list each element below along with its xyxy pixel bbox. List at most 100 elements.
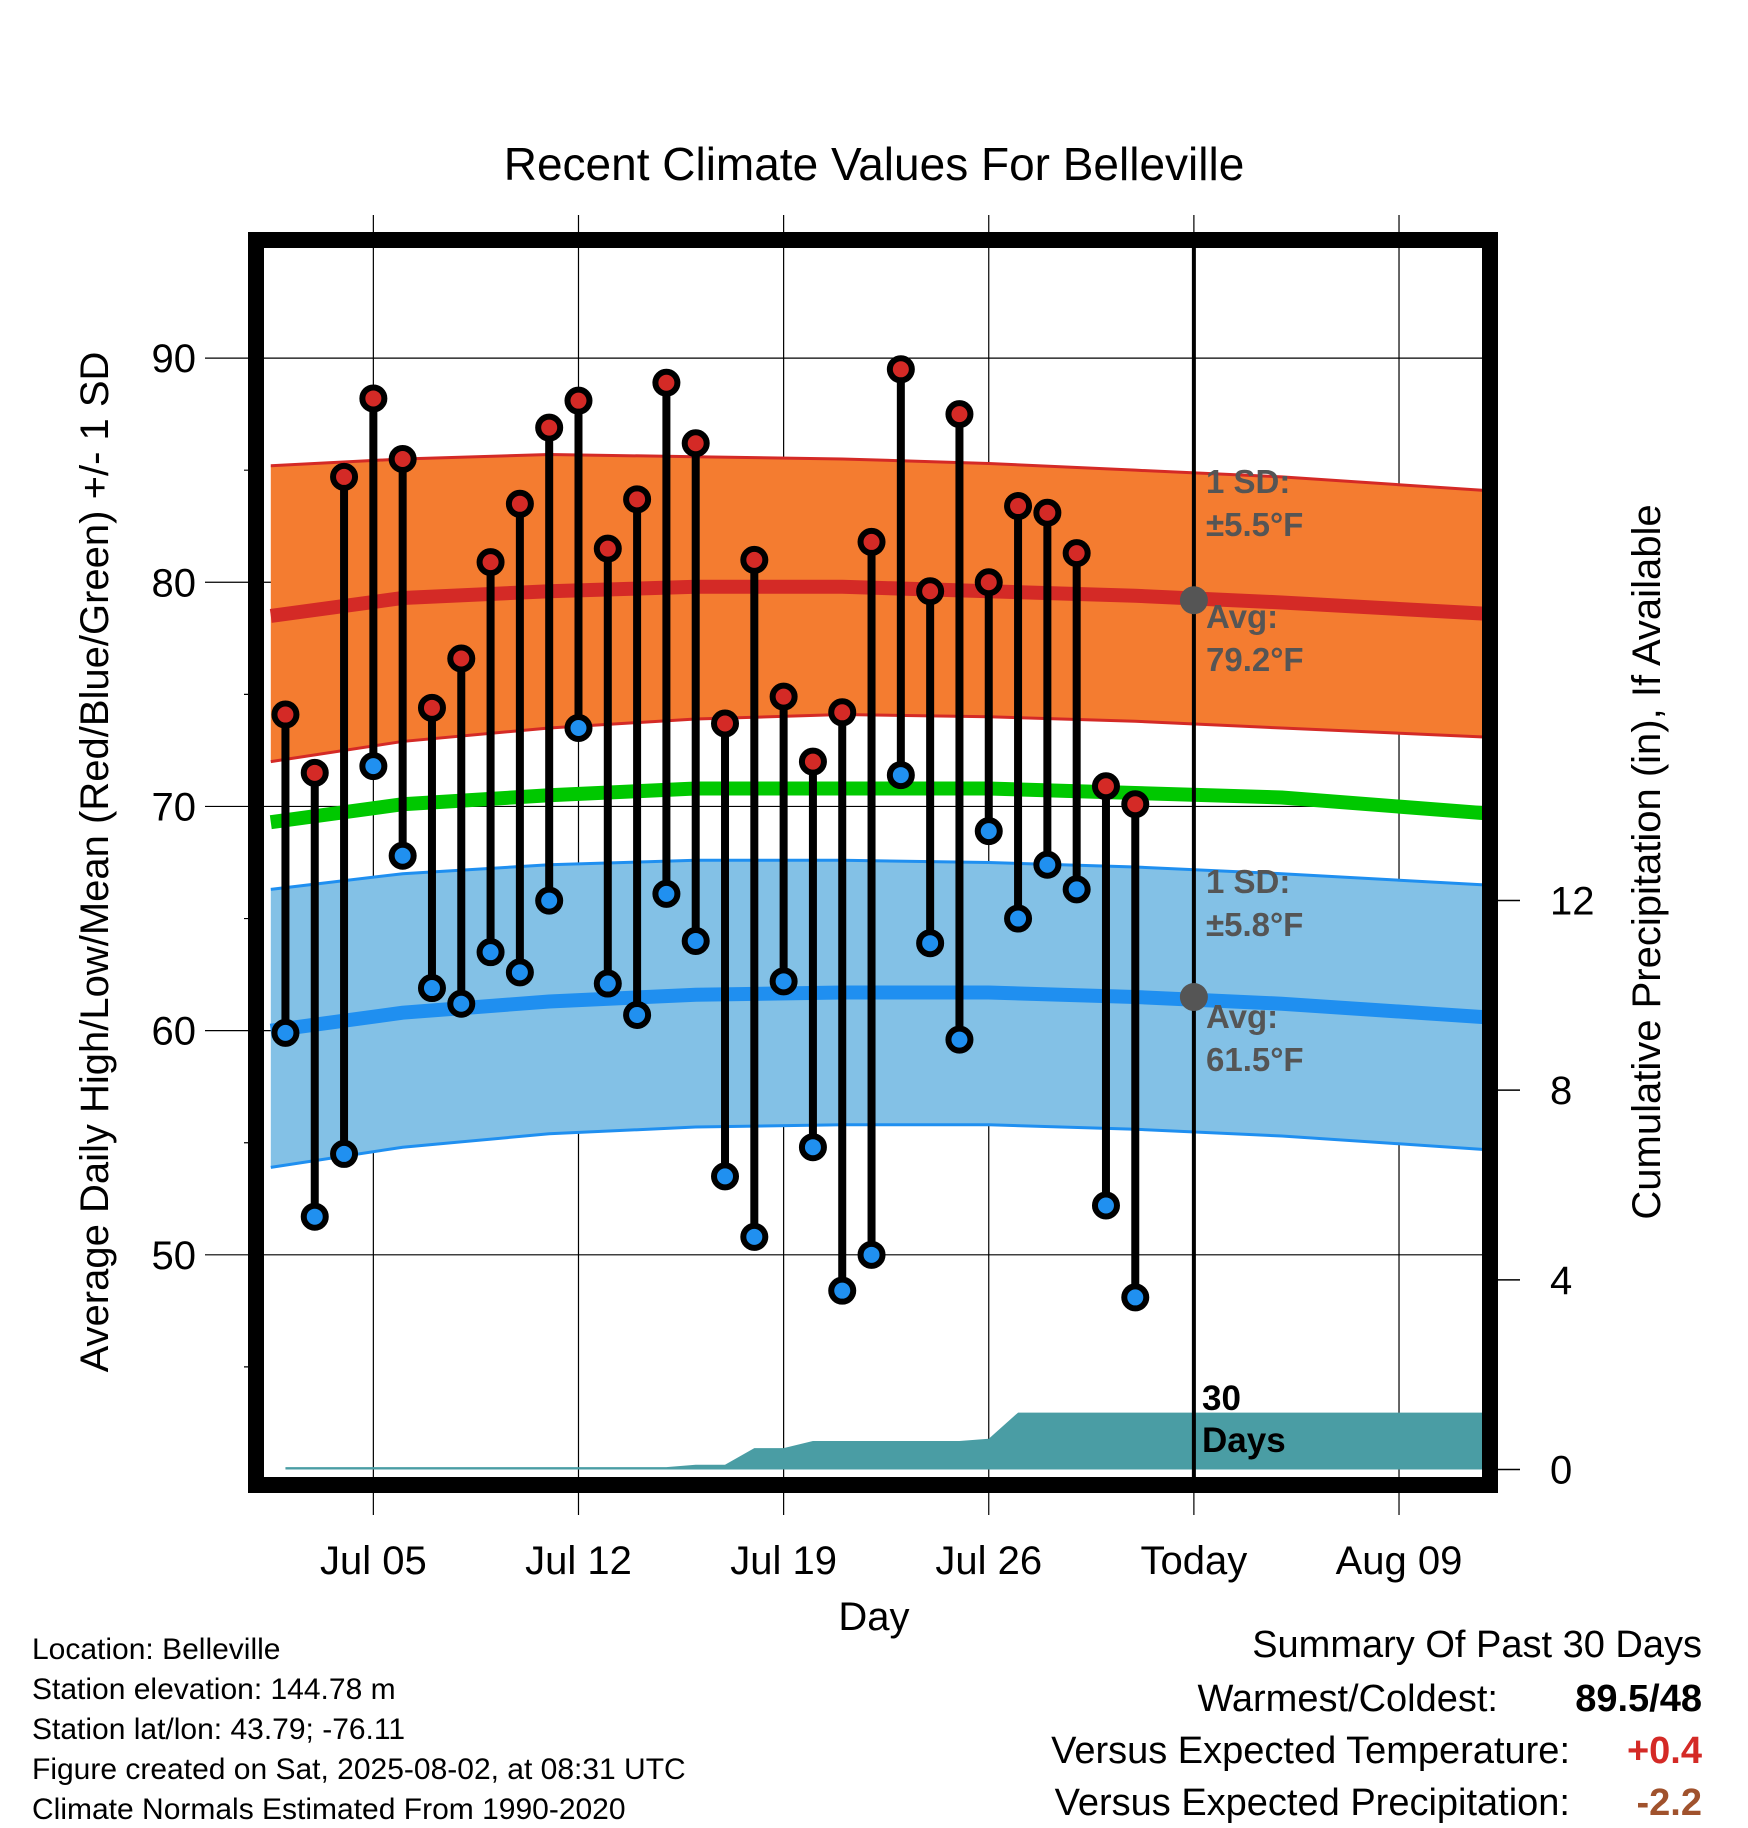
daily-low-point — [330, 1139, 359, 1168]
y-axis-ticks: 50 60 70 80 90 — [152, 337, 262, 1368]
daily-low-point — [828, 1276, 857, 1305]
y2-axis-ticks: 0 4 8 12 — [1490, 879, 1595, 1493]
low-sd-value: ±5.8°F — [1206, 906, 1303, 943]
y-axis-label: Average Daily High/Low/Mean (Red/Blue/Gr… — [73, 352, 117, 1373]
daily-high-point — [945, 400, 974, 429]
footer-latlon: Station lat/lon: 43.79; -76.11 — [32, 1713, 405, 1746]
daily-high-point — [1004, 492, 1033, 521]
daily-low-point — [388, 841, 417, 870]
cumulative-precip-area — [285, 1412, 1484, 1470]
x-axis-label: Day — [838, 1595, 909, 1639]
x-tick-label: Aug 09 — [1336, 1539, 1463, 1583]
daily-high-point — [857, 527, 886, 556]
y2-tick-label: 0 — [1550, 1449, 1572, 1493]
summary-precip-label: Versus Expected Precipitation: — [1055, 1782, 1570, 1824]
high-sd-value: ±5.5°F — [1206, 506, 1303, 543]
low-sd-band — [270, 860, 1484, 1168]
daily-low-point — [740, 1222, 769, 1251]
summary-temp-label: Versus Expected Temperature: — [1051, 1730, 1570, 1772]
daily-low-point — [300, 1202, 329, 1231]
daily-low-point — [681, 926, 710, 955]
today-high-avg-marker — [1179, 586, 1208, 615]
x-tick-label: Jul 26 — [935, 1539, 1042, 1583]
daily-high-point — [271, 700, 300, 729]
daily-low-point — [359, 752, 388, 781]
daily-low-point — [652, 879, 681, 908]
high-band-upper-edge — [270, 452, 1484, 492]
daily-low-point — [593, 969, 622, 998]
x-tick-label: Today — [1141, 1539, 1248, 1583]
daily-high-point — [623, 485, 652, 514]
daily-low-point — [476, 938, 505, 967]
daily-low-point — [535, 886, 564, 915]
daily-low-point — [505, 958, 534, 987]
high-sd-band — [270, 454, 1484, 762]
chart-title: Recent Climate Values For Belleville — [504, 138, 1245, 190]
daily-high-point — [740, 545, 769, 574]
x-tick-label: Jul 05 — [320, 1539, 427, 1583]
daily-low-point — [1062, 875, 1091, 904]
daily-high-point — [388, 444, 417, 473]
daily-low-point — [945, 1025, 974, 1054]
y2-tick-label: 4 — [1550, 1259, 1572, 1303]
daily-high-point — [564, 386, 593, 415]
daily-high-point — [476, 548, 505, 577]
daily-high-point — [681, 429, 710, 458]
daily-low-point — [1033, 850, 1062, 879]
low-avg-label: Avg: — [1206, 998, 1278, 1035]
plot-frame — [248, 232, 1498, 1493]
summary-warm-cold-label: Warmest/Coldest: — [1197, 1678, 1498, 1720]
daily-high-point — [798, 747, 827, 776]
x-tick-label: Jul 19 — [730, 1539, 837, 1583]
daily-high-point — [505, 489, 534, 518]
daily-high-point — [330, 462, 359, 491]
daily-low-point — [271, 1018, 300, 1047]
daily-high-point — [447, 644, 476, 673]
daily-low-point — [564, 713, 593, 742]
high-avg-value: 79.2°F — [1206, 641, 1304, 678]
daily-low-point — [916, 929, 945, 958]
summary-precip-value: -2.2 — [1637, 1782, 1702, 1824]
daily-high-point — [417, 693, 446, 722]
precip-label-30: 30 — [1202, 1379, 1241, 1418]
low-avg-value: 61.5°F — [1206, 1041, 1304, 1078]
daily-low-point — [417, 974, 446, 1003]
summary-temp-value: +0.4 — [1627, 1730, 1702, 1772]
y-tick-label: 90 — [152, 337, 197, 381]
daily-low-point — [857, 1240, 886, 1269]
footer-elevation: Station elevation: 144.78 m — [32, 1673, 396, 1706]
low-sd-label: 1 SD: — [1206, 863, 1290, 900]
y2-tick-label: 12 — [1550, 879, 1595, 923]
footer-created: Figure created on Sat, 2025-08-02, at 08… — [32, 1753, 686, 1786]
daily-high-point — [916, 577, 945, 606]
summary-warm-cold-value: 89.5/48 — [1575, 1678, 1702, 1720]
y-tick-label: 50 — [152, 1234, 197, 1278]
daily-low-point — [886, 761, 915, 790]
daily-high-point — [1121, 790, 1150, 819]
normal-high-line — [269, 579, 1484, 623]
daily-low-point — [1004, 904, 1033, 933]
daily-low-point — [1091, 1191, 1120, 1220]
x-tick-label: Jul 12 — [525, 1539, 632, 1583]
daily-low-point — [798, 1133, 827, 1162]
normal-mean-line — [269, 781, 1484, 830]
daily-low-point — [1121, 1283, 1150, 1312]
daily-high-point — [1091, 772, 1120, 801]
daily-low-point — [769, 967, 798, 996]
x-axis-ticks: Jul 05 Jul 12 Jul 19 Jul 26 Today Aug 09 — [320, 1539, 1462, 1583]
daily-high-point — [711, 709, 740, 738]
daily-high-point — [593, 534, 622, 563]
daily-high-point — [769, 682, 798, 711]
daily-high-point — [300, 758, 329, 787]
y-tick-label: 80 — [152, 561, 197, 605]
daily-low-point — [711, 1162, 740, 1191]
today-low-avg-marker — [1179, 983, 1208, 1012]
daily-high-point — [974, 568, 1003, 597]
summary-title: Summary Of Past 30 Days — [1252, 1624, 1702, 1666]
daily-high-point — [652, 368, 681, 397]
daily-high-point — [886, 355, 915, 384]
high-sd-label: 1 SD: — [1206, 463, 1290, 500]
daily-high-point — [1062, 539, 1091, 568]
daily-high-point — [535, 413, 564, 442]
